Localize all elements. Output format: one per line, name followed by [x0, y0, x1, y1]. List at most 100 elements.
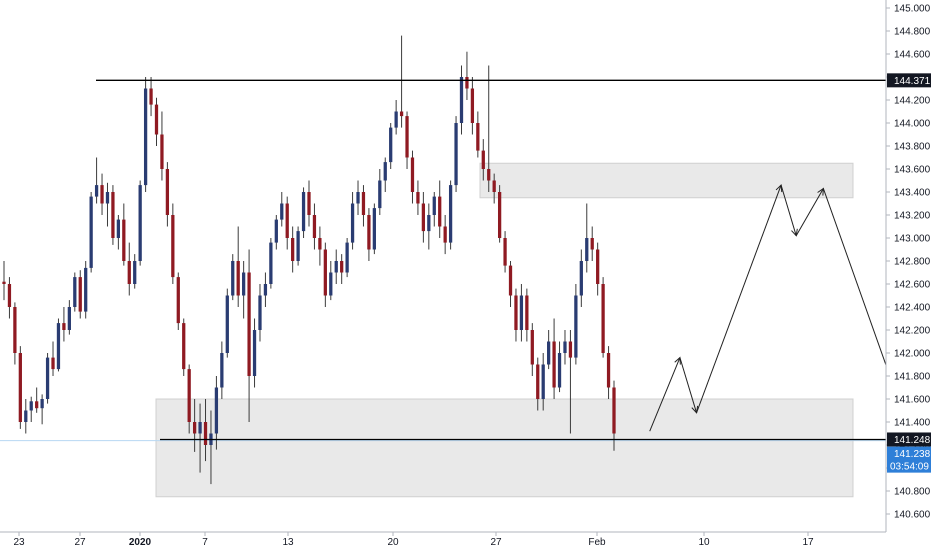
arrow-segment: [696, 184, 782, 413]
candle: [236, 226, 240, 307]
candle-body: [552, 341, 556, 388]
candle: [247, 249, 251, 422]
candle: [541, 353, 545, 411]
time-tick-label: 10: [698, 537, 710, 548]
candle-body: [541, 364, 545, 399]
candle-body: [154, 104, 159, 135]
candle: [459, 65, 464, 135]
time-tick-label: 17: [802, 537, 814, 548]
candle: [514, 288, 518, 342]
candle: [590, 226, 594, 261]
candle-body: [111, 192, 115, 238]
time-tick-label: 7: [202, 537, 208, 548]
arrow-segment: [780, 184, 797, 236]
candle-body: [378, 180, 382, 209]
candle-body: [133, 261, 137, 284]
candle: [585, 203, 589, 273]
candle: [372, 203, 376, 255]
time-tick-label: 2020: [129, 537, 152, 548]
candle: [378, 169, 382, 215]
candle-body: [296, 231, 300, 261]
time-tick-label: 27: [74, 537, 86, 548]
candle-body: [345, 242, 349, 273]
price-tick-label: 143.400: [894, 188, 931, 199]
candle-body: [563, 341, 567, 353]
candle: [242, 261, 246, 319]
arrow-segment: [649, 357, 681, 432]
candle-body: [470, 88, 475, 123]
candle: [138, 180, 142, 266]
current-price-label: 141.238: [894, 449, 931, 460]
candle-body: [508, 265, 513, 296]
time-axis[interactable]: 23 27 2020 7 13 20 27 Feb 10 17: [0, 531, 886, 548]
candle-body: [127, 261, 131, 284]
candle: [508, 261, 513, 307]
candle: [84, 261, 88, 319]
candle: [45, 353, 50, 404]
candle-body: [340, 261, 344, 273]
price-axis[interactable]: 140.600140.800141.000141.200141.400141.6…: [885, 0, 932, 550]
candle-body: [525, 295, 529, 330]
candle-body: [203, 422, 208, 445]
candle-body: [454, 123, 458, 186]
candle: [606, 346, 611, 399]
candle: [405, 111, 409, 169]
time-tick-label: 20: [387, 537, 399, 548]
candle-body: [389, 127, 393, 163]
candle-body: [13, 307, 17, 353]
levels-layer: [96, 79, 886, 441]
candle-body: [62, 323, 66, 330]
candle: [291, 226, 295, 273]
candle: [410, 150, 415, 204]
candle-body: [579, 261, 583, 296]
candle: [356, 180, 360, 215]
candle: [568, 330, 573, 434]
candle: [312, 203, 317, 250]
candle: [263, 272, 268, 307]
candle-body: [182, 323, 186, 370]
candle: [2, 261, 6, 301]
candle-body: [214, 387, 219, 434]
candle: [165, 162, 170, 227]
candle: [192, 399, 197, 452]
time-tick-label: 23: [13, 537, 25, 548]
candle: [198, 403, 202, 473]
candle-body: [448, 185, 453, 243]
candle: [601, 277, 605, 358]
supply-zone: [479, 162, 854, 199]
candle-body: [274, 219, 278, 243]
current-price-tag-bg: [887, 446, 931, 473]
candle-body: [247, 272, 251, 376]
candle-body: [372, 208, 376, 250]
candle: [258, 284, 262, 342]
candle: [231, 254, 235, 301]
candle-body: [198, 422, 202, 434]
candle: [596, 242, 600, 296]
candle-body: [165, 169, 170, 215]
candle: [127, 242, 131, 296]
candle: [465, 51, 469, 100]
candle: [557, 341, 562, 393]
candle-body: [487, 169, 491, 181]
candle: [51, 341, 55, 376]
candle: [519, 284, 524, 342]
candle: [563, 330, 567, 365]
candle: [133, 254, 137, 289]
candle-body: [438, 196, 442, 227]
candle: [579, 249, 583, 307]
price-tick-label: 143.600: [894, 165, 931, 176]
candle: [552, 318, 556, 399]
candle-body: [116, 219, 121, 238]
candle: [171, 203, 175, 284]
candle: [334, 249, 338, 284]
candle: [29, 396, 33, 422]
candle-body: [557, 353, 562, 388]
candle-body: [421, 203, 426, 232]
candle: [340, 254, 344, 284]
candle: [187, 364, 191, 434]
resistance-line-label-bg: [887, 73, 931, 88]
candle: [443, 215, 447, 255]
candle: [225, 288, 229, 358]
candle-body: [612, 387, 616, 434]
